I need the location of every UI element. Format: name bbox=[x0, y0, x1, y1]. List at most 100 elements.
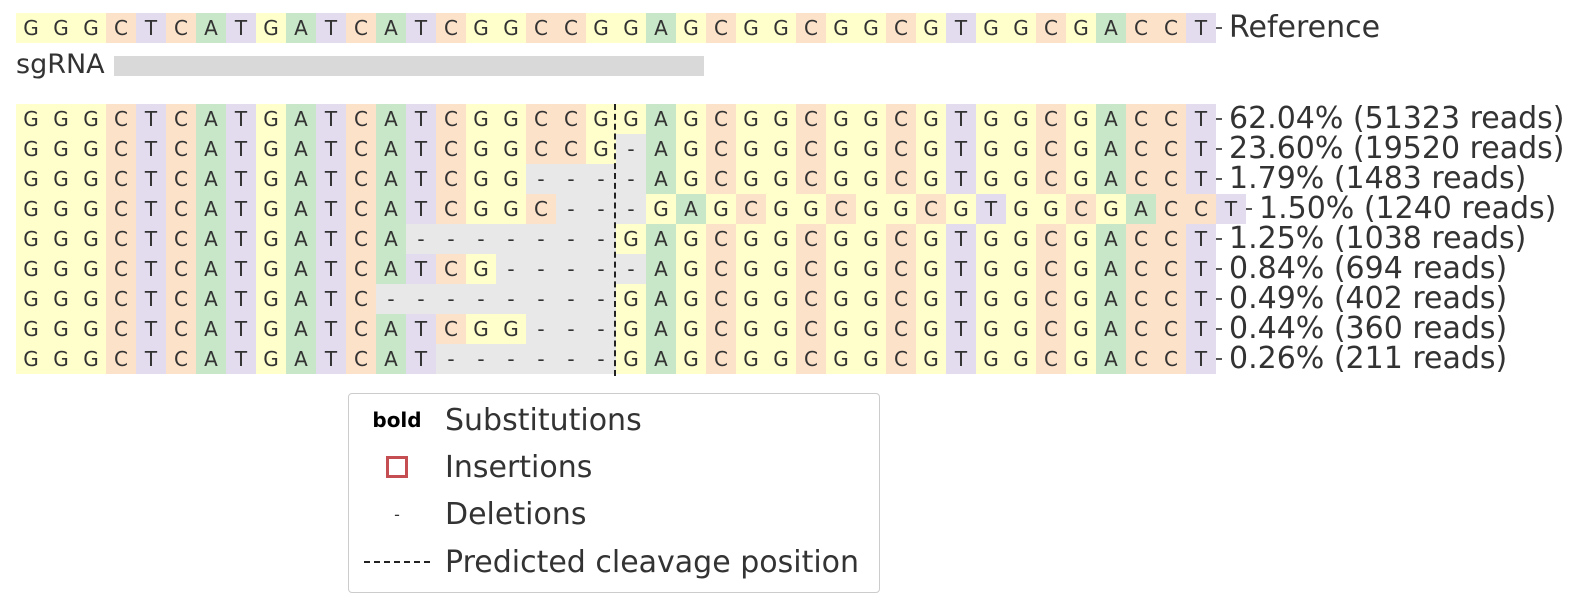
base-cell: G bbox=[76, 344, 106, 374]
base-cell: C bbox=[436, 104, 466, 134]
base-cell: A bbox=[286, 104, 316, 134]
deletion-cell: - bbox=[526, 254, 556, 284]
base-cell: C bbox=[1126, 254, 1156, 284]
base-cell: G bbox=[856, 314, 886, 344]
base-cell: T bbox=[946, 284, 976, 314]
base-cell: A bbox=[1096, 134, 1126, 164]
deletion-cell: - bbox=[496, 344, 526, 374]
base-cell: T bbox=[136, 314, 166, 344]
base-cell: T bbox=[226, 13, 256, 43]
base-cell: T bbox=[226, 314, 256, 344]
sgrna-label: sgRNA bbox=[16, 48, 105, 80]
base-cell: G bbox=[46, 164, 76, 194]
insertion-box-icon bbox=[386, 456, 408, 478]
base-cell: G bbox=[1036, 194, 1066, 224]
base-cell: T bbox=[136, 344, 166, 374]
base-cell: G bbox=[1006, 254, 1036, 284]
base-cell: T bbox=[406, 314, 436, 344]
base-cell: G bbox=[826, 134, 856, 164]
allele-frequency-label: 1.25% (1038 reads) bbox=[1229, 221, 1527, 256]
base-cell: T bbox=[946, 134, 976, 164]
base-cell: G bbox=[586, 134, 616, 164]
base-cell: G bbox=[976, 254, 1006, 284]
base-cell: G bbox=[676, 164, 706, 194]
deletion-cell: - bbox=[526, 314, 556, 344]
base-cell: A bbox=[196, 224, 226, 254]
base-cell: C bbox=[886, 314, 916, 344]
base-cell: G bbox=[616, 284, 646, 314]
base-cell: G bbox=[76, 254, 106, 284]
base-cell: C bbox=[706, 284, 736, 314]
base-cell: C bbox=[706, 224, 736, 254]
base-cell: G bbox=[496, 194, 526, 224]
legend-cleavage: Predicted cleavage position bbox=[349, 542, 879, 582]
base-cell: C bbox=[436, 194, 466, 224]
base-cell: G bbox=[256, 194, 286, 224]
base-cell: A bbox=[286, 164, 316, 194]
allele-tick bbox=[1216, 284, 1225, 314]
base-cell: A bbox=[376, 314, 406, 344]
base-cell: C bbox=[886, 254, 916, 284]
legend-deletions-label: Deletions bbox=[445, 496, 587, 532]
base-cell: C bbox=[1126, 224, 1156, 254]
base-cell: C bbox=[526, 104, 556, 134]
base-cell: G bbox=[76, 13, 106, 43]
base-cell: C bbox=[796, 284, 826, 314]
legend-insertions: Insertions bbox=[349, 447, 879, 487]
base-cell: C bbox=[106, 134, 136, 164]
base-cell: G bbox=[736, 284, 766, 314]
base-cell: C bbox=[106, 254, 136, 284]
base-cell: C bbox=[556, 134, 586, 164]
base-cell: G bbox=[616, 344, 646, 374]
dashed-line-icon bbox=[364, 561, 430, 563]
base-cell: G bbox=[826, 314, 856, 344]
base-cell: G bbox=[766, 314, 796, 344]
base-cell: G bbox=[496, 164, 526, 194]
base-cell: G bbox=[76, 224, 106, 254]
base-cell: G bbox=[736, 344, 766, 374]
base-cell: A bbox=[196, 284, 226, 314]
base-cell: A bbox=[646, 13, 676, 43]
base-cell: T bbox=[136, 13, 166, 43]
allele-frequency-label: 1.79% (1483 reads) bbox=[1229, 161, 1527, 196]
base-cell: C bbox=[1036, 13, 1066, 43]
base-cell: G bbox=[856, 194, 886, 224]
base-cell: C bbox=[346, 134, 376, 164]
base-cell: G bbox=[46, 224, 76, 254]
base-cell: C bbox=[706, 104, 736, 134]
base-cell: C bbox=[796, 13, 826, 43]
base-cell: G bbox=[766, 164, 796, 194]
base-cell: A bbox=[676, 194, 706, 224]
deletion-cell: - bbox=[586, 194, 616, 224]
allele-frequency-label: 0.26% (211 reads) bbox=[1229, 341, 1508, 376]
base-cell: C bbox=[916, 194, 946, 224]
base-cell: A bbox=[1096, 344, 1126, 374]
allele-tick bbox=[1216, 254, 1225, 284]
base-cell: C bbox=[526, 134, 556, 164]
base-cell: C bbox=[1156, 344, 1186, 374]
base-cell: G bbox=[1066, 13, 1096, 43]
legend: bold Substitutions Insertions - Deletion… bbox=[348, 393, 880, 593]
deletion-cell: - bbox=[556, 284, 586, 314]
base-cell: A bbox=[286, 314, 316, 344]
base-cell: G bbox=[916, 254, 946, 284]
base-cell: C bbox=[166, 104, 196, 134]
base-cell: G bbox=[76, 134, 106, 164]
base-cell: A bbox=[196, 344, 226, 374]
base-cell: G bbox=[856, 284, 886, 314]
base-cell: T bbox=[136, 104, 166, 134]
base-cell: C bbox=[1036, 344, 1066, 374]
base-cell: A bbox=[196, 164, 226, 194]
base-cell: G bbox=[976, 284, 1006, 314]
base-cell: C bbox=[1156, 164, 1186, 194]
base-cell: T bbox=[226, 284, 256, 314]
base-cell: G bbox=[1006, 344, 1036, 374]
allele-frequency-label: 0.44% (360 reads) bbox=[1229, 311, 1508, 346]
deletion-cell: - bbox=[556, 224, 586, 254]
base-cell: G bbox=[766, 284, 796, 314]
base-cell: A bbox=[196, 194, 226, 224]
